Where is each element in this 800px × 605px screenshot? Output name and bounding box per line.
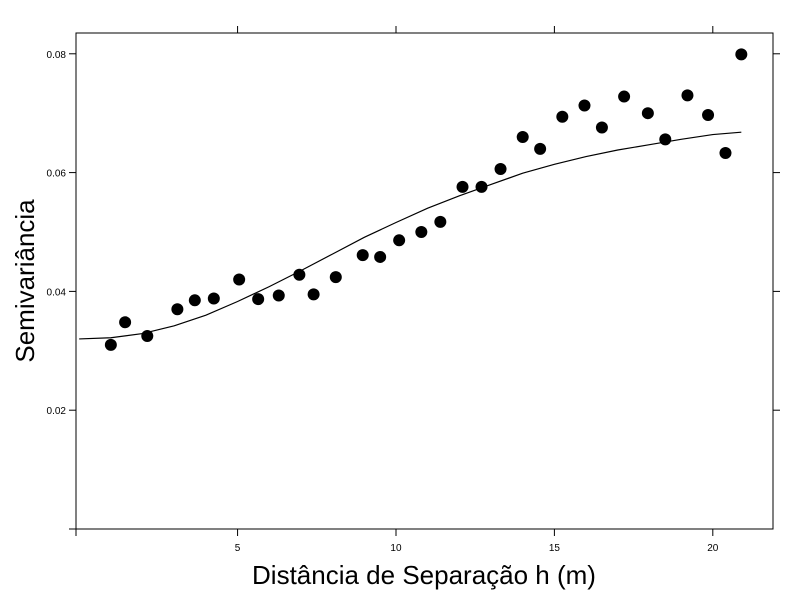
x-tick-label: 15 bbox=[549, 543, 561, 554]
data-point bbox=[534, 142, 547, 155]
data-point bbox=[556, 110, 569, 123]
data-point bbox=[272, 289, 285, 302]
y-axis-title: Semivariância bbox=[10, 199, 40, 363]
data-point bbox=[434, 215, 447, 228]
x-tick-label: 20 bbox=[707, 543, 719, 554]
data-point bbox=[659, 133, 672, 146]
data-point bbox=[356, 249, 369, 262]
plot-frame bbox=[75, 32, 774, 530]
data-point bbox=[578, 99, 591, 112]
x-tick-label: 10 bbox=[390, 543, 402, 554]
data-point bbox=[393, 234, 406, 247]
data-point bbox=[207, 292, 220, 305]
data-point bbox=[516, 130, 529, 143]
y-tick-label: 0.04 bbox=[47, 287, 67, 298]
data-point bbox=[456, 180, 469, 193]
data-point bbox=[735, 48, 748, 61]
data-point bbox=[595, 121, 608, 134]
data-point bbox=[293, 268, 306, 281]
data-point bbox=[475, 180, 488, 193]
data-point bbox=[494, 163, 507, 176]
data-point bbox=[233, 273, 246, 286]
y-tick-label: 0.06 bbox=[47, 169, 67, 180]
data-point bbox=[252, 293, 265, 306]
y-tick-label: 0.08 bbox=[47, 50, 67, 61]
y-tick-label: 0.02 bbox=[47, 406, 67, 417]
data-point bbox=[681, 89, 694, 102]
data-point bbox=[374, 250, 387, 263]
y-axis-ticks: 0.02 0.04 0.06 0.08 bbox=[47, 50, 780, 530]
data-point bbox=[119, 316, 132, 329]
data-point bbox=[618, 90, 631, 103]
x-axis-ticks: 5 10 15 20 bbox=[75, 26, 719, 554]
data-points-layer bbox=[104, 48, 748, 351]
data-point bbox=[702, 108, 715, 121]
data-point bbox=[307, 288, 320, 301]
fitted-curve-layer bbox=[79, 131, 742, 340]
fitted-curve-line bbox=[79, 131, 742, 340]
x-axis-title: Distância de Separação h (m) bbox=[252, 560, 596, 590]
data-point bbox=[719, 146, 732, 159]
data-point bbox=[104, 338, 117, 351]
data-point bbox=[188, 294, 201, 307]
data-point bbox=[141, 329, 154, 342]
x-tick-label: 5 bbox=[235, 543, 241, 554]
data-point bbox=[415, 225, 428, 238]
data-point bbox=[171, 303, 184, 316]
data-point bbox=[329, 271, 342, 284]
data-point bbox=[641, 107, 654, 120]
